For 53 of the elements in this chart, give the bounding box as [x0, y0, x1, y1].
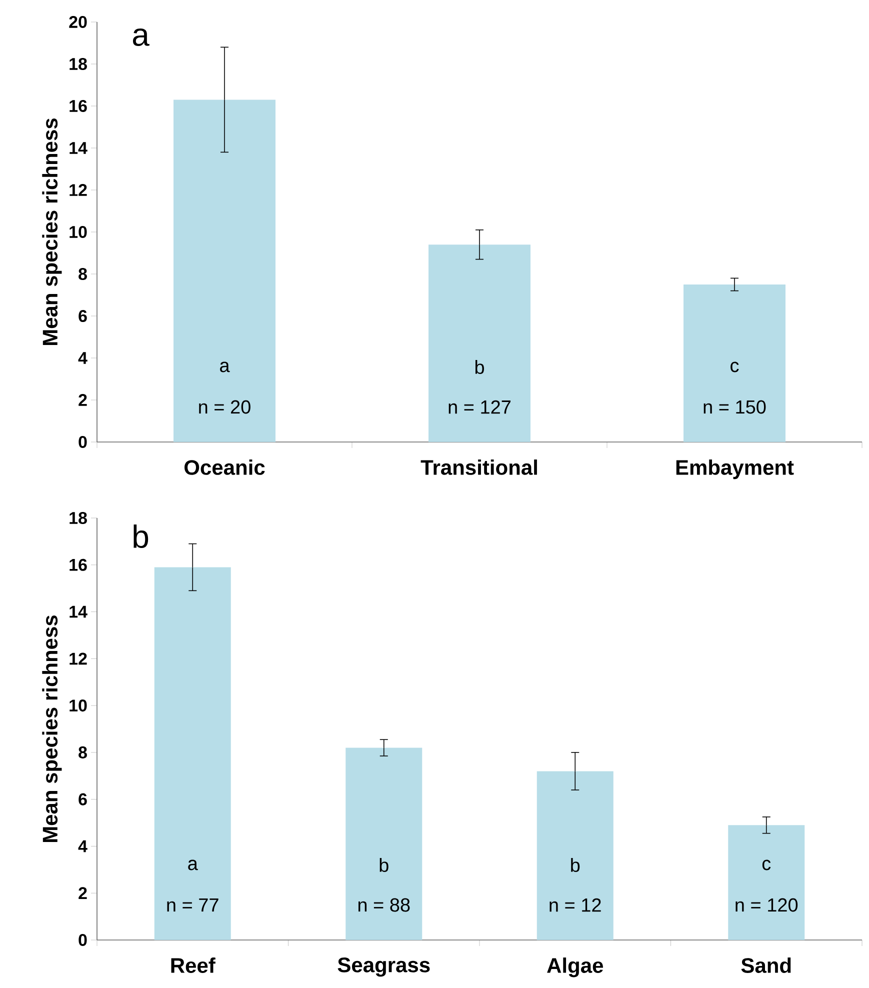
- bar: [346, 748, 422, 940]
- annotation: b: [134, 524, 148, 548]
- y-tick-label: 8: [78, 268, 87, 280]
- y-axis-title: Mean species richness: [42, 616, 62, 842]
- y-tick-label: 8: [78, 746, 87, 758]
- x-tick-label: Algae: [547, 958, 604, 978]
- y-tick-label: 12: [70, 184, 87, 196]
- y-tick-label: 18: [70, 512, 87, 524]
- y-axis-title: Mean species richness: [42, 118, 62, 345]
- annotation: n = 20: [199, 400, 250, 414]
- annotation: n = 150: [704, 400, 766, 414]
- x-tick-label: Reef: [171, 958, 216, 973]
- y-tick-label: 10: [70, 700, 87, 712]
- annotation: b: [475, 360, 484, 374]
- y-tick-label: 6: [78, 793, 87, 806]
- annotation: a: [188, 860, 198, 870]
- annotation: n = 127: [448, 400, 510, 414]
- y-tick-label: 0: [78, 436, 87, 448]
- y-tick-label: 6: [78, 310, 87, 322]
- annotation: b: [571, 858, 580, 872]
- annotation: c: [730, 362, 739, 372]
- x-tick-label: Oceanic: [184, 460, 265, 475]
- x-tick-label: Embayment: [676, 460, 794, 480]
- bar: [684, 284, 786, 442]
- y-tick-label: 10: [70, 226, 87, 238]
- annotation: n = 88: [358, 898, 410, 912]
- x-tick-label: Transitional: [420, 460, 537, 475]
- annotation: a: [220, 362, 230, 372]
- annotation: b: [380, 858, 388, 872]
- annotation: n = 77: [167, 898, 218, 912]
- bar: [428, 244, 531, 442]
- y-tick-label: 16: [70, 100, 87, 112]
- y-tick-label: 18: [70, 58, 87, 70]
- y-tick-label: 4: [78, 352, 88, 364]
- y-tick-label: 4: [78, 840, 88, 852]
- annotation: n = 120: [736, 898, 798, 912]
- y-tick-label: 0: [78, 934, 87, 946]
- x-tick-label: Seagrass: [338, 958, 430, 977]
- bar: [536, 771, 614, 940]
- annotation: c: [762, 860, 771, 870]
- y-tick-label: 16: [70, 558, 87, 571]
- y-tick-label: 12: [70, 652, 87, 665]
- bar: [154, 567, 231, 940]
- bar: [728, 825, 805, 940]
- y-tick-label: 14: [70, 606, 88, 618]
- y-tick-label: 2: [78, 394, 87, 406]
- y-tick-label: 20: [69, 16, 87, 28]
- annotation: n = 12: [550, 898, 601, 912]
- y-tick-label: 14: [70, 142, 88, 154]
- x-tick-label: Sand: [741, 958, 791, 973]
- bar: [174, 100, 276, 442]
- annotation: a: [132, 28, 150, 46]
- y-tick-label: 2: [78, 887, 87, 900]
